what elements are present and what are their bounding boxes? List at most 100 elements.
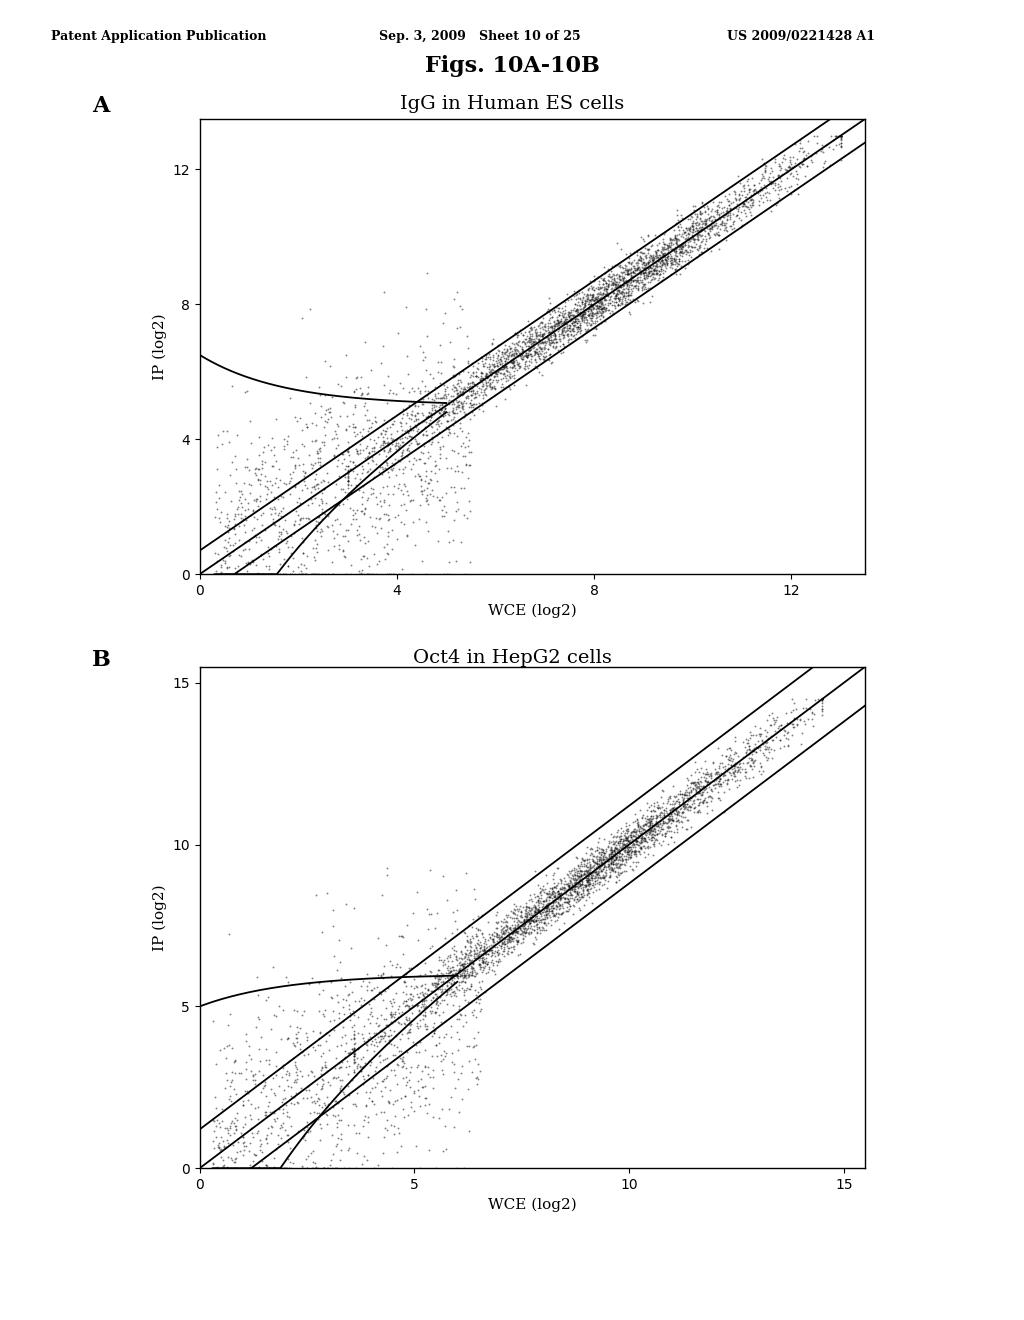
Point [360, 531, 377, 552]
Point [520, 310, 537, 331]
Point [759, 748, 775, 770]
Point [534, 331, 550, 352]
Point [590, 290, 606, 312]
Point [625, 260, 641, 281]
Point [593, 867, 609, 888]
Point [668, 808, 684, 829]
Point [357, 392, 374, 413]
Point [594, 284, 610, 305]
Point [632, 263, 648, 284]
Point [584, 276, 600, 297]
Point [604, 834, 621, 855]
Point [603, 849, 620, 870]
Point [746, 183, 763, 205]
Point [709, 216, 725, 238]
Point [325, 1096, 341, 1117]
Point [507, 903, 523, 924]
Point [500, 937, 516, 958]
Point [585, 850, 601, 871]
Point [549, 331, 565, 352]
Point [736, 194, 753, 215]
Point [626, 841, 642, 862]
Point [347, 1032, 364, 1053]
Point [221, 1076, 238, 1097]
Point [516, 358, 532, 379]
Point [706, 770, 722, 791]
Point [608, 837, 625, 858]
Point [556, 302, 572, 323]
Point [695, 789, 712, 810]
Point [590, 286, 606, 308]
Point [309, 474, 326, 495]
Point [439, 994, 456, 1015]
Point [656, 248, 673, 269]
Point [412, 383, 428, 404]
Point [647, 824, 664, 845]
Point [761, 737, 777, 758]
Point [607, 292, 624, 313]
Point [294, 308, 310, 329]
Point [671, 812, 687, 833]
Point [609, 832, 626, 853]
Point [280, 425, 296, 446]
Point [643, 246, 659, 267]
Point [521, 900, 538, 921]
Point [571, 870, 588, 891]
Point [334, 1098, 350, 1119]
Point [228, 1118, 245, 1139]
Point [317, 999, 334, 1020]
Point [481, 940, 498, 961]
Point [309, 478, 326, 499]
Point [796, 148, 812, 169]
Point [259, 471, 275, 492]
Point [760, 727, 776, 748]
Point [519, 916, 536, 937]
Point [585, 277, 601, 298]
Point [399, 995, 416, 1016]
Point [244, 1122, 260, 1143]
Point [616, 833, 633, 854]
Point [598, 281, 614, 302]
Point [613, 833, 630, 854]
Point [517, 906, 534, 927]
Point [817, 135, 834, 156]
Point [624, 252, 640, 273]
Point [587, 302, 603, 323]
Point [242, 553, 258, 574]
Point [264, 564, 281, 585]
Point [614, 275, 631, 296]
Point [664, 231, 680, 252]
Point [419, 1102, 435, 1123]
Point [243, 1093, 259, 1114]
Point [605, 826, 622, 847]
Point [700, 774, 717, 795]
Point [369, 1072, 385, 1093]
Point [526, 911, 543, 932]
Point [570, 318, 587, 339]
Point [493, 368, 509, 389]
Point [688, 779, 705, 800]
Point [276, 1158, 293, 1179]
Point [613, 861, 630, 882]
Point [378, 1008, 394, 1030]
Point [664, 230, 680, 251]
Point [579, 870, 595, 891]
Point [549, 315, 565, 337]
Point [750, 730, 766, 751]
Point [299, 1158, 315, 1179]
Point [720, 758, 736, 779]
Point [743, 195, 760, 216]
Point [361, 972, 378, 993]
Point [627, 821, 643, 842]
Point [653, 807, 670, 828]
Point [375, 477, 391, 498]
Point [436, 392, 453, 413]
Point [566, 880, 583, 902]
Point [625, 824, 641, 845]
Point [508, 342, 524, 363]
Point [449, 966, 465, 987]
Point [269, 504, 286, 525]
Point [241, 1158, 257, 1179]
Point [292, 407, 308, 428]
Point [591, 865, 607, 886]
